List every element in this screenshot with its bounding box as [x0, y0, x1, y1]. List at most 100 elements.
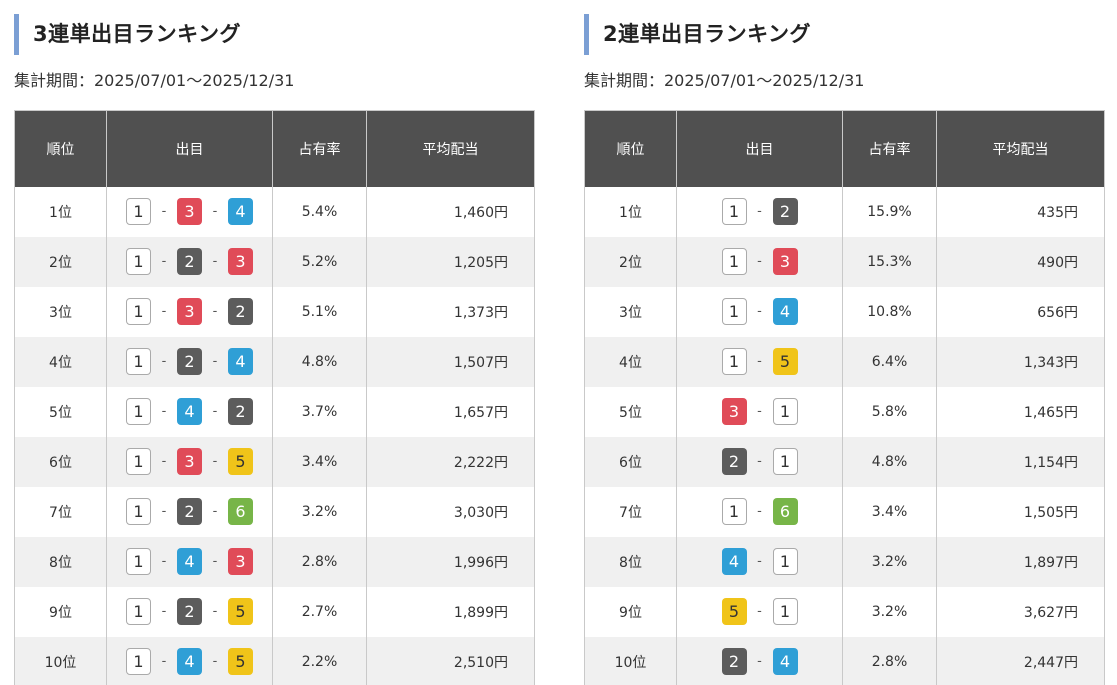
table-row: 5位 1-4-2 3.7% 1,657円: [14, 386, 535, 437]
share-cell: 3.2%: [842, 586, 937, 637]
exacta-title: 2連単出目ランキング: [584, 14, 1104, 55]
boat-number-badge-1: 1: [772, 448, 798, 475]
combo-cell: 2-4: [676, 636, 843, 685]
table-row: 10位 2-4 2.8% 2,447円: [584, 636, 1105, 685]
rank-cell: 5位: [584, 386, 677, 437]
column-header-share: 占有率: [842, 110, 937, 187]
boat-number-badge-4: 4: [228, 198, 253, 225]
table-row: 5位 3-1 5.8% 1,465円: [584, 386, 1105, 437]
combo-cell: 1-3: [676, 236, 843, 287]
table-row: 7位 1-6 3.4% 1,505円: [584, 486, 1105, 537]
payout-cell: 2,222円: [366, 436, 535, 487]
combo-cell: 1-3-4: [106, 186, 273, 237]
boat-number-badge-1: 1: [126, 198, 151, 225]
combo: 5-1: [721, 598, 798, 625]
rank-cell: 6位: [584, 436, 677, 487]
payout-cell: 1,465円: [936, 386, 1105, 437]
rank-cell: 4位: [14, 336, 107, 387]
rank-cell: 8位: [14, 536, 107, 587]
column-header-combo: 出目: [106, 110, 273, 187]
separator-dash: -: [212, 654, 218, 669]
boat-number-badge-1: 1: [126, 498, 151, 525]
boat-number-badge-2: 2: [177, 348, 202, 375]
boat-number-badge-4: 4: [177, 648, 202, 675]
boat-number-badge-3: 3: [177, 298, 202, 325]
separator-dash: -: [212, 554, 218, 569]
boat-number-badge-1: 1: [126, 248, 151, 275]
share-cell: 6.4%: [842, 336, 937, 387]
separator-dash: -: [161, 504, 167, 519]
combo: 3-1: [721, 398, 798, 425]
combo: 1-5: [721, 348, 798, 375]
boat-number-badge-6: 6: [772, 498, 798, 525]
rank-cell: 1位: [14, 186, 107, 237]
payout-cell: 1,205円: [366, 236, 535, 287]
boat-number-badge-2: 2: [228, 298, 253, 325]
combo-cell: 1-5: [676, 336, 843, 387]
boat-number-badge-4: 4: [772, 298, 798, 325]
boat-number-badge-4: 4: [721, 548, 747, 575]
trifecta-period: 集計期間：2025/07/01～2025/12/31: [14, 71, 295, 90]
payout-cell: 3,030円: [366, 486, 535, 537]
column-header-payout: 平均配当: [366, 110, 535, 187]
separator-dash: -: [757, 554, 762, 569]
boat-number-badge-2: 2: [228, 398, 253, 425]
share-cell: 4.8%: [842, 436, 937, 487]
boat-number-badge-4: 4: [772, 648, 798, 675]
rank-cell: 6位: [14, 436, 107, 487]
combo-cell: 3-1: [676, 386, 843, 437]
boat-number-badge-5: 5: [228, 598, 253, 625]
boat-number-badge-1: 1: [721, 248, 747, 275]
combo-cell: 1-6: [676, 486, 843, 537]
boat-number-badge-2: 2: [721, 648, 747, 675]
trifecta-title: 3連単出目ランキング: [14, 14, 534, 55]
table-header-row: 順位 出目 占有率 平均配当: [14, 110, 535, 187]
boat-number-badge-1: 1: [721, 198, 747, 225]
separator-dash: -: [757, 604, 762, 619]
separator-dash: -: [161, 304, 167, 319]
table-row: 8位 4-1 3.2% 1,897円: [584, 536, 1105, 587]
boat-number-badge-1: 1: [721, 348, 747, 375]
combo: 1-2-3: [126, 248, 253, 275]
separator-dash: -: [212, 254, 218, 269]
combo: 2-4: [721, 648, 798, 675]
combo-cell: 1-4-2: [106, 386, 273, 437]
rank-cell: 3位: [14, 286, 107, 337]
separator-dash: -: [161, 454, 167, 469]
exacta-period: 集計期間：2025/07/01～2025/12/31: [584, 71, 865, 90]
trifecta-ranking-section: 3連単出目ランキング 集計期間：2025/07/01～2025/12/31 順位…: [14, 0, 535, 685]
table-row: 4位 1-5 6.4% 1,343円: [584, 336, 1105, 387]
separator-dash: -: [161, 204, 167, 219]
combo: 1-2-4: [126, 348, 253, 375]
boat-number-badge-1: 1: [772, 598, 798, 625]
boat-number-badge-3: 3: [228, 548, 253, 575]
separator-dash: -: [212, 604, 218, 619]
share-cell: 3.2%: [842, 536, 937, 587]
column-header-combo: 出目: [676, 110, 843, 187]
combo: 1-3-2: [126, 298, 253, 325]
table-row: 9位 5-1 3.2% 3,627円: [584, 586, 1105, 637]
table-row: 4位 1-2-4 4.8% 1,507円: [14, 336, 535, 387]
payout-cell: 1,460円: [366, 186, 535, 237]
boat-number-badge-1: 1: [126, 398, 151, 425]
rank-cell: 7位: [584, 486, 677, 537]
exacta-ranking-section: 2連単出目ランキング 集計期間：2025/07/01～2025/12/31 順位…: [584, 0, 1105, 685]
combo: 1-4-3: [126, 548, 253, 575]
combo: 1-6: [721, 498, 798, 525]
exacta-ranking-table: 順位 出目 占有率 平均配当 1位 1-2 15.9% 435円 2位 1-3 15.3% 4…: [584, 110, 1105, 685]
payout-cell: 2,447円: [936, 636, 1105, 685]
rank-cell: 10位: [14, 636, 107, 685]
trifecta-table-body: 1位 1-3-4 5.4% 1,460円 2位 1-2-3 5.2% 1,205円 3位 1-3-…: [14, 186, 535, 685]
combo: 1-2: [721, 198, 798, 225]
payout-cell: 1,507円: [366, 336, 535, 387]
combo-cell: 1-2-5: [106, 586, 273, 637]
table-row: 6位 1-3-5 3.4% 2,222円: [14, 436, 535, 487]
combo-cell: 1-2-3: [106, 236, 273, 287]
payout-cell: 1,154円: [936, 436, 1105, 487]
combo-cell: 1-2-4: [106, 336, 273, 387]
combo-cell: 1-4-5: [106, 636, 273, 685]
combo-cell: 1-2: [676, 186, 843, 237]
separator-dash: -: [757, 654, 762, 669]
separator-dash: -: [757, 354, 762, 369]
column-header-payout: 平均配当: [936, 110, 1105, 187]
